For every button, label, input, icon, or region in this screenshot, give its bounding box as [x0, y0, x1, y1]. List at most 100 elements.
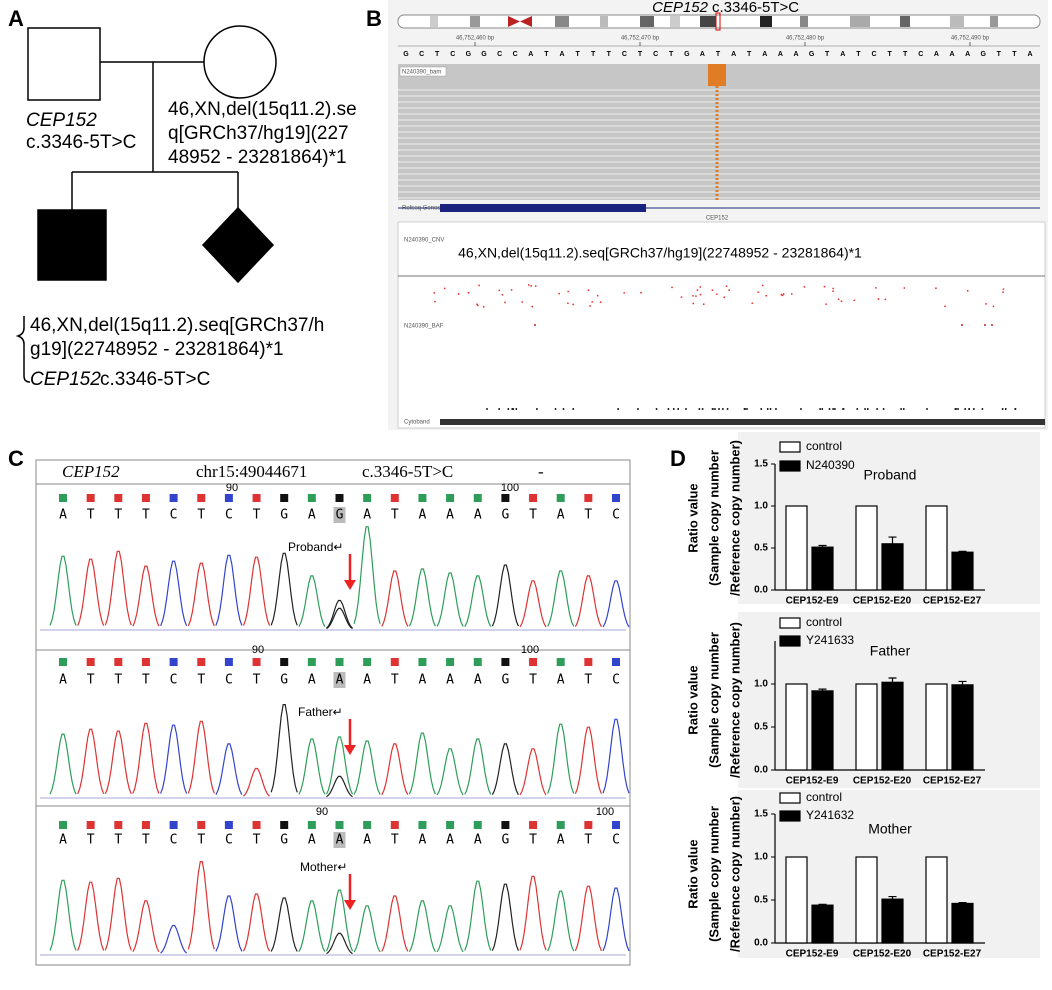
chromosome-band — [990, 16, 998, 27]
base-quality — [252, 494, 261, 502]
chromosome-band — [900, 16, 910, 27]
base-quality — [446, 494, 455, 502]
reference-base: G — [466, 51, 472, 58]
trace-peak — [574, 575, 602, 627]
trace-peak — [326, 775, 353, 798]
base-quality — [280, 658, 289, 666]
trace-peak — [436, 905, 464, 953]
position-number: 100 — [521, 644, 539, 656]
cnv-dot — [991, 324, 993, 326]
base-call: T — [87, 508, 95, 523]
base-call: T — [391, 673, 399, 688]
trace-peak — [132, 565, 160, 627]
mother-symbol — [203, 25, 277, 99]
base-quality — [86, 494, 95, 502]
cnv-dot — [498, 289, 501, 292]
error-bar — [818, 688, 827, 694]
cnv-dot — [751, 302, 754, 305]
trace-peak — [381, 743, 409, 795]
cnv-dot — [521, 301, 524, 303]
base-quality — [197, 821, 206, 829]
cnv-dot — [596, 294, 599, 297]
track-label: N240390_BAF — [404, 324, 444, 330]
base-quality — [473, 821, 482, 829]
cnv-panel — [397, 221, 1046, 429]
cnv-dot — [504, 301, 506, 304]
proband-symbol — [37, 209, 107, 281]
base-quality — [473, 658, 482, 666]
chart-title: Proband — [864, 467, 917, 483]
legend-swatch — [779, 460, 801, 472]
position-number: 90 — [226, 482, 238, 494]
panel-label: A — [8, 6, 24, 31]
reference-base: A — [949, 51, 954, 58]
base-call: C — [612, 673, 620, 688]
baf-mark — [672, 408, 675, 410]
trace-peak — [242, 893, 271, 952]
cnv-dot — [761, 284, 764, 287]
trace-peak — [242, 556, 271, 626]
father-symbol — [27, 27, 101, 101]
base-quality — [473, 494, 482, 502]
reference-base: C — [450, 51, 455, 58]
trace-peak — [49, 733, 77, 795]
gene: CEP152 — [26, 110, 97, 131]
reference-base: A — [1027, 51, 1032, 58]
base-call: C — [612, 833, 620, 848]
base-quality — [390, 658, 399, 666]
chromosome-band — [555, 16, 569, 27]
base-call: C — [170, 833, 178, 848]
trace-peak — [408, 900, 436, 952]
read-lines — [398, 89, 1040, 199]
baf-mark — [718, 408, 720, 410]
x-tick-label: CEP152-E9 — [786, 949, 839, 960]
chromosome — [397, 14, 1041, 29]
trace-peak — [77, 881, 105, 951]
arrow-head — [344, 580, 356, 590]
reference-base: A — [528, 51, 533, 58]
cnv-dot — [623, 291, 626, 294]
trace-peak — [602, 718, 630, 794]
baf-mark — [714, 408, 716, 410]
cnv-dot — [877, 298, 880, 300]
reference-base: T — [825, 51, 830, 58]
base-call: T — [197, 673, 205, 688]
trace-peak — [326, 607, 353, 630]
base-call: A — [419, 833, 427, 848]
base-call: A — [308, 508, 316, 523]
trace-peak — [381, 895, 409, 952]
chromosome-band — [670, 16, 680, 27]
cnv-dot — [825, 303, 828, 306]
error-bar — [958, 550, 967, 554]
sample-name: Father↵ — [298, 705, 343, 719]
cnv-dot — [699, 286, 702, 288]
cnv-dot — [567, 290, 570, 293]
base-call: A — [363, 508, 371, 523]
base-call: A — [557, 833, 565, 848]
sample-name: Mother↵ — [300, 860, 347, 874]
error-bar — [888, 677, 897, 688]
variant-highlight — [708, 64, 726, 86]
karyotype: 46,XN,del(15q11.2).se — [168, 99, 357, 120]
bar — [785, 683, 808, 771]
base-call: T — [584, 508, 592, 523]
base-quality — [141, 494, 150, 502]
cytoband-bar — [440, 419, 1045, 425]
cnv-dot — [591, 300, 594, 303]
baf-mark — [554, 408, 557, 410]
trace-peak — [160, 724, 188, 794]
trace-peak — [408, 732, 436, 795]
cnv-dot — [589, 305, 591, 307]
base-quality — [390, 494, 399, 502]
cnv-dot — [482, 305, 485, 308]
baf-mark — [832, 408, 834, 410]
trace-peak — [132, 722, 160, 794]
igv-title-variant: c.3346-5T>C — [712, 0, 799, 16]
base-quality — [501, 658, 510, 666]
base-call: C — [612, 508, 620, 523]
cnv-dot — [757, 291, 760, 294]
base-quality — [197, 494, 206, 502]
cnv-dot — [443, 287, 446, 290]
position-label: 46,752,460 bp — [456, 36, 495, 42]
bar — [785, 856, 808, 944]
